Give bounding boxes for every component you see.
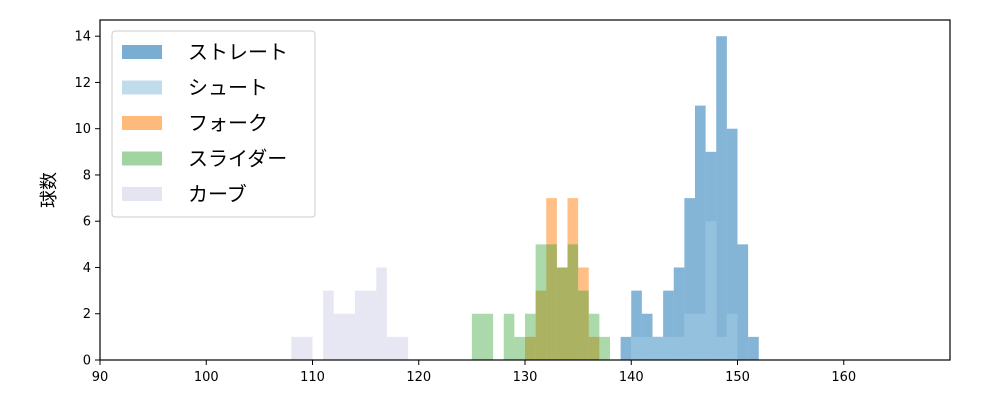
- histogram-bar: [578, 267, 589, 360]
- y-tick-label: 4: [83, 261, 91, 276]
- x-tick-label: 100: [194, 370, 219, 385]
- legend-item: ストレート: [122, 40, 288, 64]
- y-tick-label: 10: [74, 122, 91, 137]
- histogram-bar: [376, 267, 387, 360]
- histogram-bar: [514, 336, 525, 360]
- histogram-bar: [663, 290, 674, 360]
- histogram-bar: [567, 198, 579, 360]
- x-tick-label: 130: [513, 370, 538, 385]
- y-tick-label: 14: [74, 30, 91, 45]
- histogram-bar: [663, 336, 674, 360]
- x-tick-label: 120: [406, 370, 431, 385]
- x-tick-label: 150: [725, 370, 750, 385]
- histogram-bar: [652, 336, 664, 360]
- legend-swatch: [122, 80, 162, 95]
- legend-item: カーブ: [122, 182, 247, 206]
- histogram-bar: [525, 336, 536, 360]
- histogram-bar: [716, 336, 727, 360]
- histogram-bar: [726, 313, 738, 360]
- x-tick-label: 110: [300, 370, 325, 385]
- y-tick-label: 6: [83, 215, 91, 230]
- histogram-bar: [684, 198, 695, 360]
- x-tick-label: 160: [831, 370, 856, 385]
- histogram-bar: [588, 313, 600, 360]
- histogram-bar: [482, 313, 494, 360]
- histogram-bar: [599, 336, 610, 360]
- legend-label: スライダー: [188, 147, 287, 171]
- legend-item: スライダー: [122, 147, 287, 171]
- x-tick-label: 140: [619, 370, 644, 385]
- histogram-bar: [567, 244, 579, 360]
- histogram-bar: [546, 244, 557, 360]
- legend-item: フォーク: [122, 111, 268, 135]
- histogram-bar: [641, 313, 653, 360]
- histogram-bar: [737, 244, 749, 360]
- x-tick-label: 90: [92, 370, 109, 385]
- histogram-bar: [578, 290, 589, 360]
- histogram-bar: [588, 336, 600, 360]
- legend-swatch: [122, 151, 162, 166]
- histogram-bar: [705, 221, 717, 360]
- histogram-bar: [333, 313, 345, 360]
- y-tick-label: 12: [74, 76, 91, 91]
- histogram-bar: [471, 313, 483, 360]
- histogram-bar: [556, 267, 568, 360]
- y-tick-label: 2: [83, 307, 91, 322]
- histogram-bar: [673, 336, 685, 360]
- legend-item: シュート: [122, 76, 268, 100]
- legend-swatch: [122, 116, 162, 130]
- histogram-bar: [556, 267, 568, 360]
- histogram-bar: [620, 336, 632, 360]
- histogram-bar: [684, 313, 695, 360]
- histogram-bar: [386, 336, 398, 360]
- legend-box: [111, 30, 316, 218]
- bars-layer: [291, 36, 759, 360]
- histogram-bar: [695, 313, 706, 360]
- histogram-bar: [673, 267, 685, 360]
- series-4: [471, 244, 610, 360]
- legend-label: カーブ: [188, 182, 247, 206]
- histogram-bar: [503, 313, 515, 360]
- histogram-bar: [525, 313, 536, 360]
- histogram-bar: [748, 336, 759, 360]
- y-tick-label: 8: [83, 168, 91, 183]
- series-2: [631, 221, 738, 360]
- histogram-bar: [301, 336, 313, 360]
- legend-label: ストレート: [188, 40, 288, 64]
- series-3: [525, 198, 600, 360]
- legend-swatch: [122, 187, 162, 201]
- legend-label: フォーク: [188, 111, 268, 135]
- histogram-bar: [397, 336, 409, 360]
- y-axis: 0 2 4 6 8 10 12 14: [74, 30, 100, 369]
- histogram-bar: [716, 36, 727, 360]
- series-5: [291, 267, 409, 360]
- histogram-bar: [535, 290, 547, 360]
- histogram-bar: [695, 105, 706, 360]
- histogram-bar: [631, 290, 642, 360]
- histogram-bar: [365, 290, 377, 360]
- histogram-bar: [323, 290, 334, 360]
- histogram-bar: [641, 336, 653, 360]
- histogram-bar: [546, 198, 557, 360]
- legend-label: シュート: [188, 76, 268, 100]
- histogram-bar: [631, 336, 642, 360]
- legend-swatch: [122, 45, 162, 59]
- y-tick-label: 0: [83, 354, 91, 369]
- y-axis-label: 球数: [39, 172, 60, 208]
- x-axis: 90 100 110 120 130 140 150 160: [92, 360, 856, 385]
- histogram-bar: [535, 244, 547, 360]
- histogram-bar: [344, 313, 355, 360]
- histogram-bar: [291, 336, 302, 360]
- histogram-bar: [726, 128, 738, 360]
- histogram-bar: [355, 290, 366, 360]
